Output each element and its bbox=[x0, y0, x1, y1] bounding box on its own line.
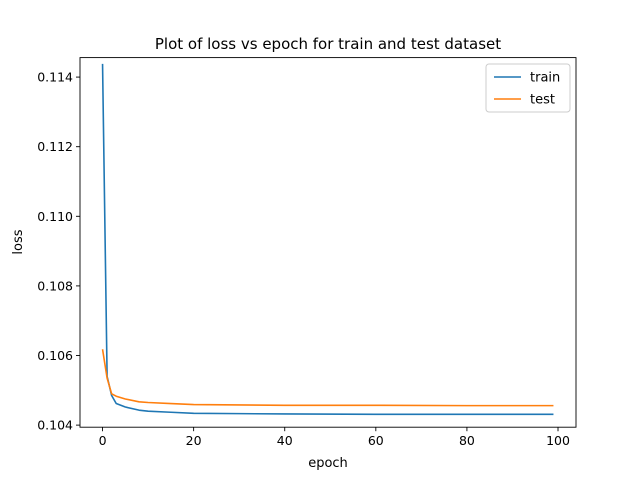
legend-label-test: test bbox=[530, 93, 555, 108]
y-axis-label: loss bbox=[11, 229, 26, 254]
y-tick-label: 0.112 bbox=[37, 139, 73, 154]
series-line-train bbox=[101, 63, 554, 416]
y-tick-label: 0.104 bbox=[37, 418, 73, 433]
axes-frame bbox=[79, 57, 577, 428]
x-axis-label: epoch bbox=[308, 456, 348, 471]
x-tick-label: 80 bbox=[459, 433, 475, 448]
x-tick-label: 60 bbox=[368, 433, 384, 448]
chart-title: Plot of loss vs epoch for train and test… bbox=[155, 35, 501, 53]
y-tick-label: 0.114 bbox=[37, 70, 73, 85]
ticks-group: 0 20 40 60 80 100 0.104 0.106 0.108 0.110 0.112 0.1… bbox=[37, 70, 570, 449]
series-line-test bbox=[101, 349, 554, 407]
legend: train test bbox=[485, 63, 571, 113]
series-group bbox=[101, 63, 554, 416]
y-tick-label: 0.110 bbox=[37, 209, 73, 224]
x-tick-label: 40 bbox=[277, 433, 293, 448]
y-tick-label: 0.106 bbox=[37, 348, 73, 363]
legend-label-train: train bbox=[530, 71, 560, 86]
legend-box bbox=[485, 63, 571, 113]
x-tick-label: 0 bbox=[99, 433, 107, 448]
y-tick-label: 0.108 bbox=[37, 278, 73, 293]
x-tick-label: 100 bbox=[546, 433, 570, 448]
x-tick-label: 20 bbox=[186, 433, 202, 448]
